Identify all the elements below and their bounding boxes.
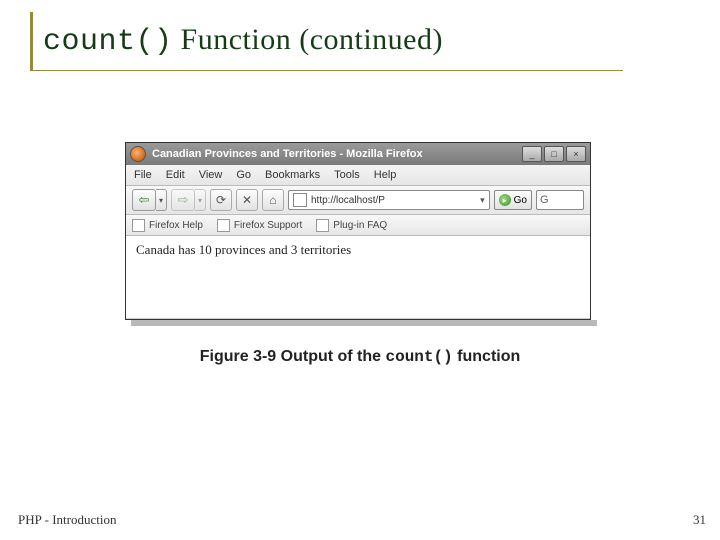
bookmark-label: Firefox Help (149, 220, 203, 231)
close-button[interactable]: × (566, 146, 586, 162)
bookmark-label: Plug-in FAQ (333, 220, 387, 231)
bookmark-icon (132, 219, 145, 232)
page-text: Canada has 10 provinces and 3 territorie… (136, 242, 351, 257)
bookmark-firefox-support[interactable]: Firefox Support (217, 219, 302, 232)
reload-button[interactable]: ⟳ (210, 189, 232, 211)
menu-view[interactable]: View (199, 169, 223, 181)
home-button[interactable]: ⌂ (262, 189, 284, 211)
go-button[interactable]: ▸ Go (494, 190, 532, 210)
url-text: http://localhost/P (311, 195, 476, 206)
bookmark-label: Firefox Support (234, 220, 302, 231)
minimize-button[interactable]: _ (522, 146, 542, 162)
slide-title: count() Function (continued) (43, 23, 443, 59)
page-content: Canada has 10 provinces and 3 territorie… (126, 236, 590, 319)
menu-go[interactable]: Go (236, 169, 251, 181)
back-button[interactable]: ⇦ (132, 189, 156, 211)
browser-screenshot: Canadian Provinces and Territories - Moz… (125, 142, 591, 326)
menu-edit[interactable]: Edit (166, 169, 185, 181)
footer-left: PHP - Introduction (18, 512, 116, 528)
slide: count() Function (continued) Canadian Pr… (0, 0, 720, 540)
firefox-icon (130, 146, 146, 162)
bookmark-icon (217, 219, 230, 232)
title-rule: count() Function (continued) (30, 12, 623, 71)
forward-button[interactable]: ⇨ (171, 189, 195, 211)
go-icon: ▸ (499, 194, 511, 206)
menu-tools[interactable]: Tools (334, 169, 360, 181)
bookmark-plugin-faq[interactable]: Plug-in FAQ (316, 219, 387, 232)
figure-caption: Figure 3-9 Output of the count() functio… (0, 348, 720, 366)
titlebar: Canadian Provinces and Territories - Moz… (126, 143, 590, 165)
page-icon (293, 193, 307, 207)
address-dropdown-icon[interactable]: ▾ (480, 195, 485, 206)
title-rest: Function (continued) (173, 23, 443, 56)
footer-right: 31 (693, 512, 706, 528)
nav-toolbar: ⇦ ▾ ⇨ ▾ ⟳ ✕ ⌂ http://localhost/P ▾ ▸ Go … (126, 186, 590, 215)
stop-button[interactable]: ✕ (236, 189, 258, 211)
back-dropdown[interactable]: ▾ (156, 189, 167, 211)
forward-dropdown[interactable]: ▾ (195, 189, 206, 211)
maximize-button[interactable]: □ (544, 146, 564, 162)
window-title: Canadian Provinces and Territories - Moz… (152, 148, 520, 160)
caption-prefix: Figure 3-9 Output of the (200, 348, 386, 365)
bookmarks-toolbar: Firefox Help Firefox Support Plug-in FAQ (126, 215, 590, 236)
bookmark-firefox-help[interactable]: Firefox Help (132, 219, 203, 232)
go-label: Go (514, 195, 527, 206)
menu-file[interactable]: File (134, 169, 152, 181)
menu-help[interactable]: Help (374, 169, 397, 181)
title-mono: count() (43, 25, 173, 59)
drop-shadow (131, 320, 597, 326)
caption-suffix: function (453, 348, 521, 365)
search-box[interactable]: G (536, 190, 584, 210)
menu-bar: File Edit View Go Bookmarks Tools Help (126, 165, 590, 186)
browser-window: Canadian Provinces and Territories - Moz… (125, 142, 591, 320)
bookmark-icon (316, 219, 329, 232)
menu-bookmarks[interactable]: Bookmarks (265, 169, 320, 181)
caption-mono: count() (386, 348, 453, 366)
address-bar[interactable]: http://localhost/P ▾ (288, 190, 490, 210)
search-icon: G (540, 194, 549, 206)
